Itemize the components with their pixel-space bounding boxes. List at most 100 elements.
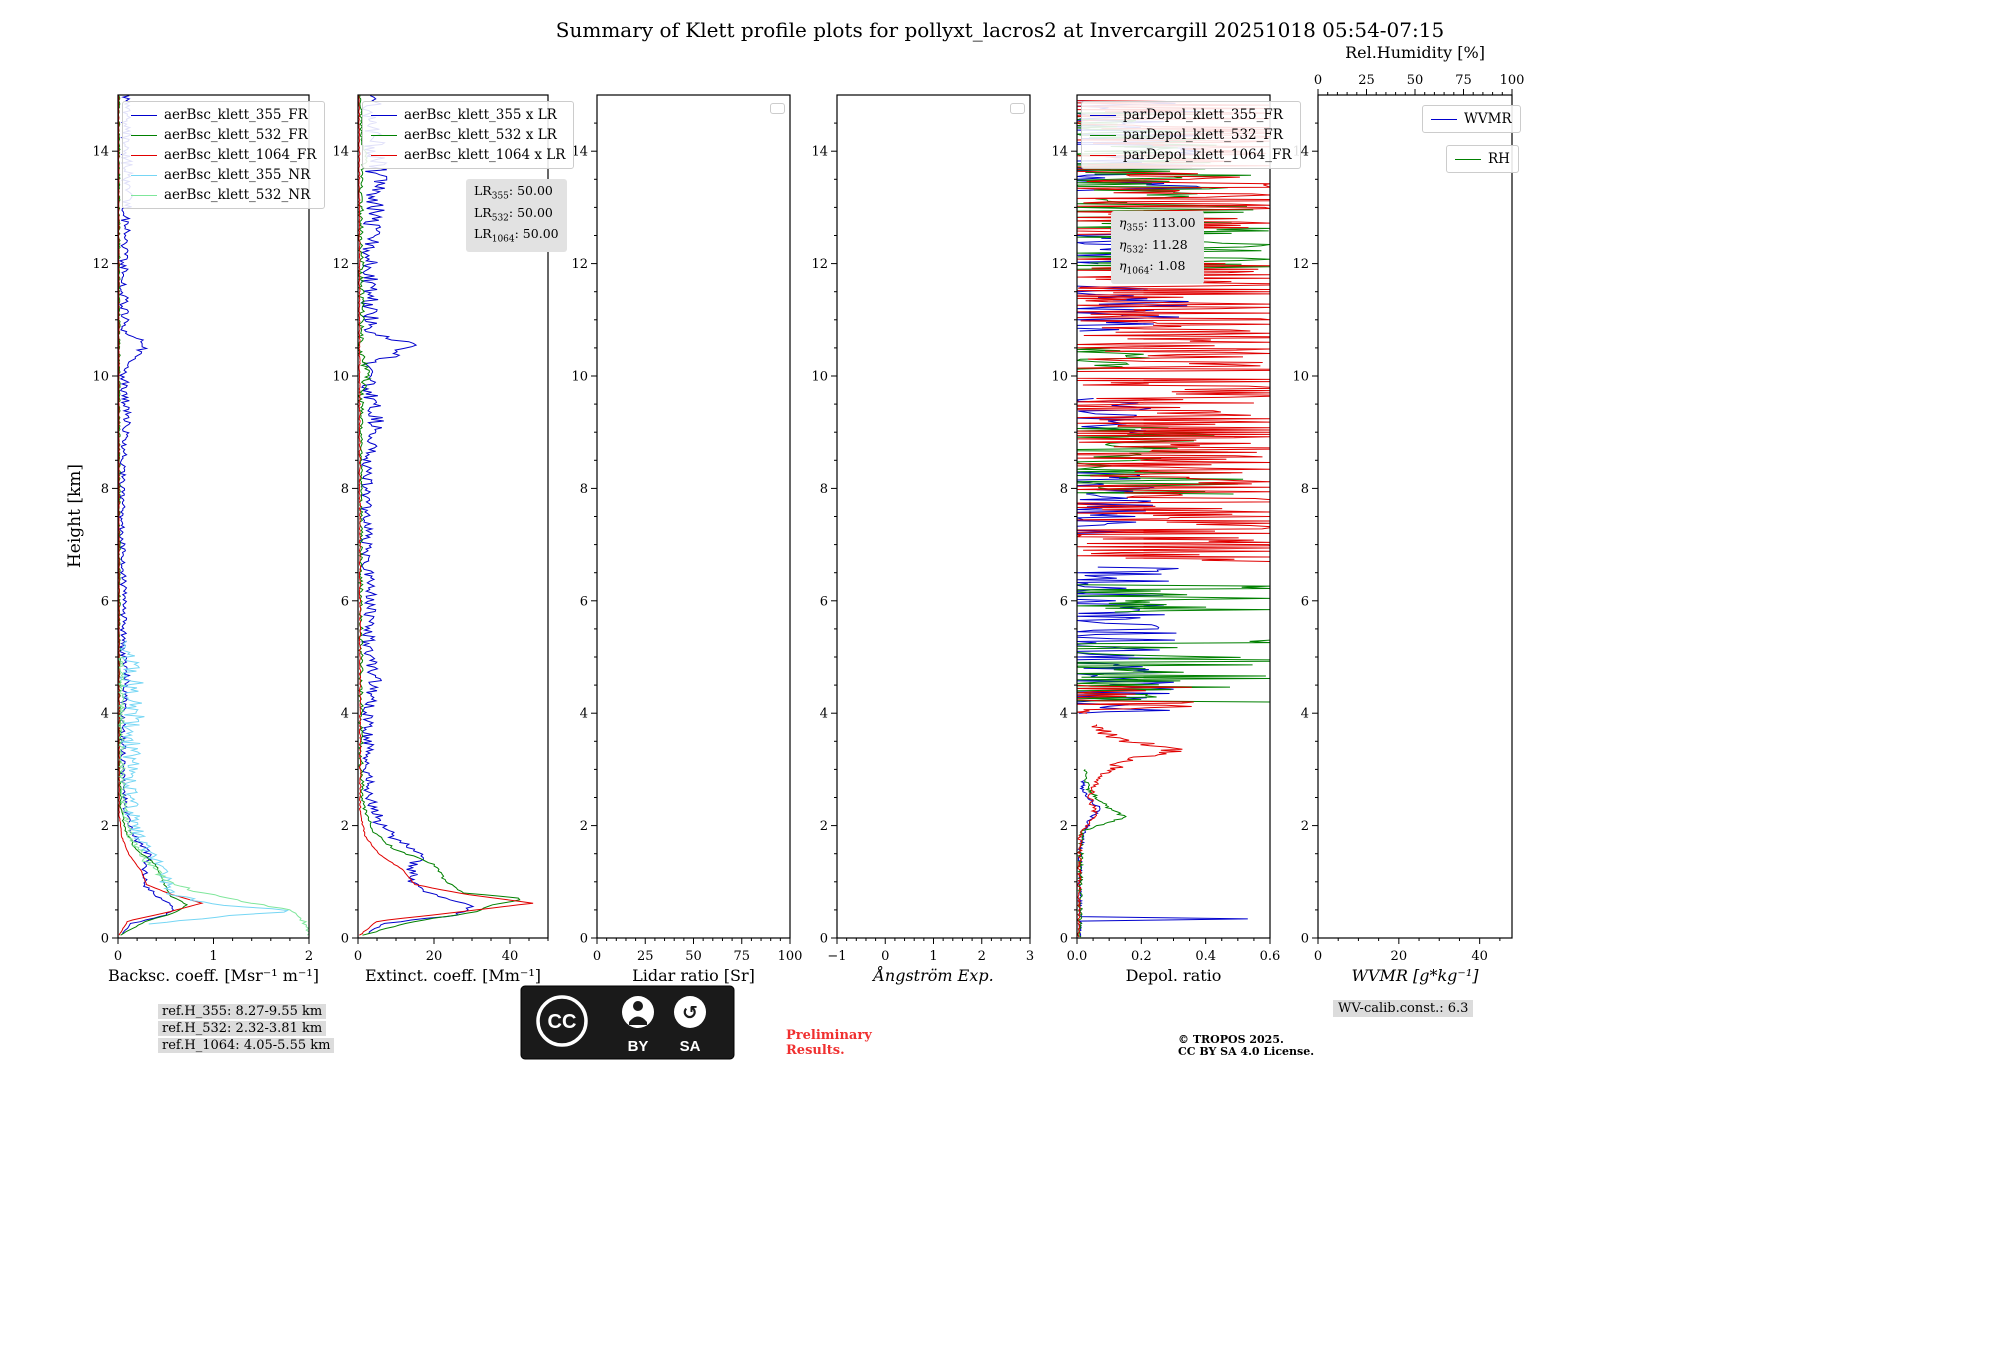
copyright-line-1: © TROPOS 2025. — [1178, 1033, 1284, 1046]
y-tick-label: 4 — [1301, 707, 1309, 722]
axes-frame-angstroem — [836, 94, 1031, 939]
x-axis-label-extinction: Extinct. coeff. [Mm⁻¹] — [365, 966, 541, 985]
profile-line-parDepol_klett_355_FR — [1077, 566, 1179, 714]
x-tick-label: 0.4 — [1195, 949, 1216, 964]
y-tick-label: 10 — [332, 370, 349, 385]
preliminary-results-note: Preliminary Results. — [786, 1028, 872, 1058]
y-tick-label: 10 — [1051, 370, 1068, 385]
profile-line-parDepol_klett_355_FR — [1077, 285, 1189, 332]
y-tick-label: 0 — [820, 932, 828, 947]
top-x-tick-label: 25 — [1358, 73, 1375, 88]
profile-line-parDepol_klett_532_FR — [1077, 584, 1270, 613]
y-tick-label: 4 — [1060, 707, 1068, 722]
profile-line-parDepol_klett_532_FR — [1077, 769, 1127, 938]
x-tick-label: 0 — [881, 949, 889, 964]
x-tick-label: 40 — [502, 949, 519, 964]
y-tick-label: 2 — [580, 819, 588, 834]
y-tick-label: 12 — [811, 257, 828, 272]
y-tick-label: 6 — [820, 594, 828, 609]
y-tick-label: 6 — [580, 594, 588, 609]
profile-line-aerBsc_klett_532 x LR — [358, 95, 521, 936]
y-tick-label: 2 — [1060, 819, 1068, 834]
y-tick-label: 4 — [341, 707, 349, 722]
y-tick-label: 14 — [1051, 145, 1068, 160]
x-tick-label: 25 — [637, 949, 654, 964]
x-tick-label: 0 — [1314, 949, 1322, 964]
top-x-tick-label: 50 — [1407, 73, 1424, 88]
y-tick-label: 8 — [1301, 482, 1309, 497]
y-tick-label: 12 — [1051, 257, 1068, 272]
y-tick-label: 6 — [341, 594, 349, 609]
x-tick-label: 0 — [593, 949, 601, 964]
x-axis-label-wvmr: WVMR [g*kg⁻¹] — [1351, 966, 1479, 985]
y-tick-label: 12 — [332, 257, 349, 272]
x-tick-label: 75 — [733, 949, 750, 964]
x-axis-label-depol-ratio: Depol. ratio — [1126, 966, 1222, 985]
ref-height-1064: ref.H_1064: 4.05-5.55 km — [158, 1038, 335, 1053]
profile-line-aerBsc_klett_1064 x LR — [358, 95, 534, 936]
top-x-tick-label: 0 — [1314, 73, 1322, 88]
y-tick-label: 8 — [1060, 482, 1068, 497]
x-tick-label: 1 — [209, 949, 217, 964]
y-tick-label: 12 — [92, 257, 109, 272]
x-tick-label: 100 — [778, 949, 803, 964]
profile-line-parDepol_klett_1064_FR — [1077, 684, 1194, 714]
x-tick-label: 20 — [1391, 949, 1408, 964]
y-tick-label: 14 — [571, 145, 588, 160]
y-tick-label: 6 — [101, 594, 109, 609]
x-axis-label-lidar-ratio: Lidar ratio [Sr] — [632, 966, 755, 985]
reference-height-box: ref.H_355: 8.27-9.55 km ref.H_532: 2.32-… — [158, 1004, 335, 1055]
copyright-note: © TROPOS 2025. CC BY SA 4.0 License. — [1178, 1034, 1314, 1058]
x-tick-label: 0 — [114, 949, 122, 964]
y-tick-label: 0 — [580, 932, 588, 947]
axes-frame-backscatter — [117, 94, 310, 939]
sa-arrow-circle — [674, 996, 706, 1028]
x-tick-label: 1 — [929, 949, 937, 964]
by-person-head — [633, 1001, 643, 1011]
y-tick-label: 14 — [1292, 145, 1309, 160]
copyright-line-2: CC BY SA 4.0 License. — [1178, 1045, 1315, 1058]
figure-title: Summary of Klett profile plots for polly… — [555, 18, 1445, 42]
y-tick-label: 6 — [1301, 594, 1309, 609]
sa-arrow-icon: ↺ — [682, 1002, 698, 1024]
sa-label: SA — [680, 1038, 701, 1055]
profile-line-aerBsc_klett_355 x LR — [359, 95, 475, 934]
x-tick-label: 2 — [305, 949, 313, 964]
y-tick-label: 4 — [580, 707, 588, 722]
y-tick-label: 0 — [101, 932, 109, 947]
y-tick-label: 12 — [571, 257, 588, 272]
x-tick-label: 0.6 — [1260, 949, 1281, 964]
ref-height-355: ref.H_355: 8.27-9.55 km — [158, 1004, 327, 1019]
top-x-tick-label: 100 — [1500, 73, 1525, 88]
x-tick-label: 0.0 — [1067, 949, 1088, 964]
x-tick-label: 0.2 — [1131, 949, 1152, 964]
y-tick-label: 0 — [1301, 932, 1309, 947]
y-tick-label: 8 — [341, 482, 349, 497]
x-tick-label: 20 — [426, 949, 443, 964]
y-tick-label: 2 — [1301, 819, 1309, 834]
y-tick-label: 0 — [341, 932, 349, 947]
y-tick-label: 2 — [820, 819, 828, 834]
by-person-icon — [622, 996, 654, 1028]
ref-height-532: ref.H_532: 2.32-3.81 km — [158, 1021, 327, 1036]
by-person-body — [629, 1016, 647, 1025]
profile-line-parDepol_klett_532_FR — [1077, 347, 1150, 371]
preliminary-line-2: Results. — [786, 1043, 845, 1058]
cc-badge-graphic: CC ↺ BY SA — [520, 985, 735, 1060]
profile-line-parDepol_klett_532_FR — [1077, 639, 1270, 703]
y-tick-label: 2 — [101, 819, 109, 834]
x-axis-label-angstroem: Ångström Exp. — [871, 965, 993, 985]
y-tick-label: 2 — [341, 819, 349, 834]
cc-license-badge: CC ↺ BY SA — [520, 985, 735, 1064]
y-tick-label: 14 — [92, 145, 109, 160]
y-tick-label: 10 — [92, 370, 109, 385]
cc-circle-icon — [536, 995, 588, 1047]
y-tick-label: 10 — [811, 370, 828, 385]
profile-line-aerBsc_klett_1064_FR — [118, 95, 204, 936]
axes-frame-lidar-ratio — [596, 94, 791, 939]
y-tick-label: 4 — [820, 707, 828, 722]
preliminary-line-1: Preliminary — [786, 1028, 872, 1043]
x-tick-label: 3 — [1026, 949, 1034, 964]
